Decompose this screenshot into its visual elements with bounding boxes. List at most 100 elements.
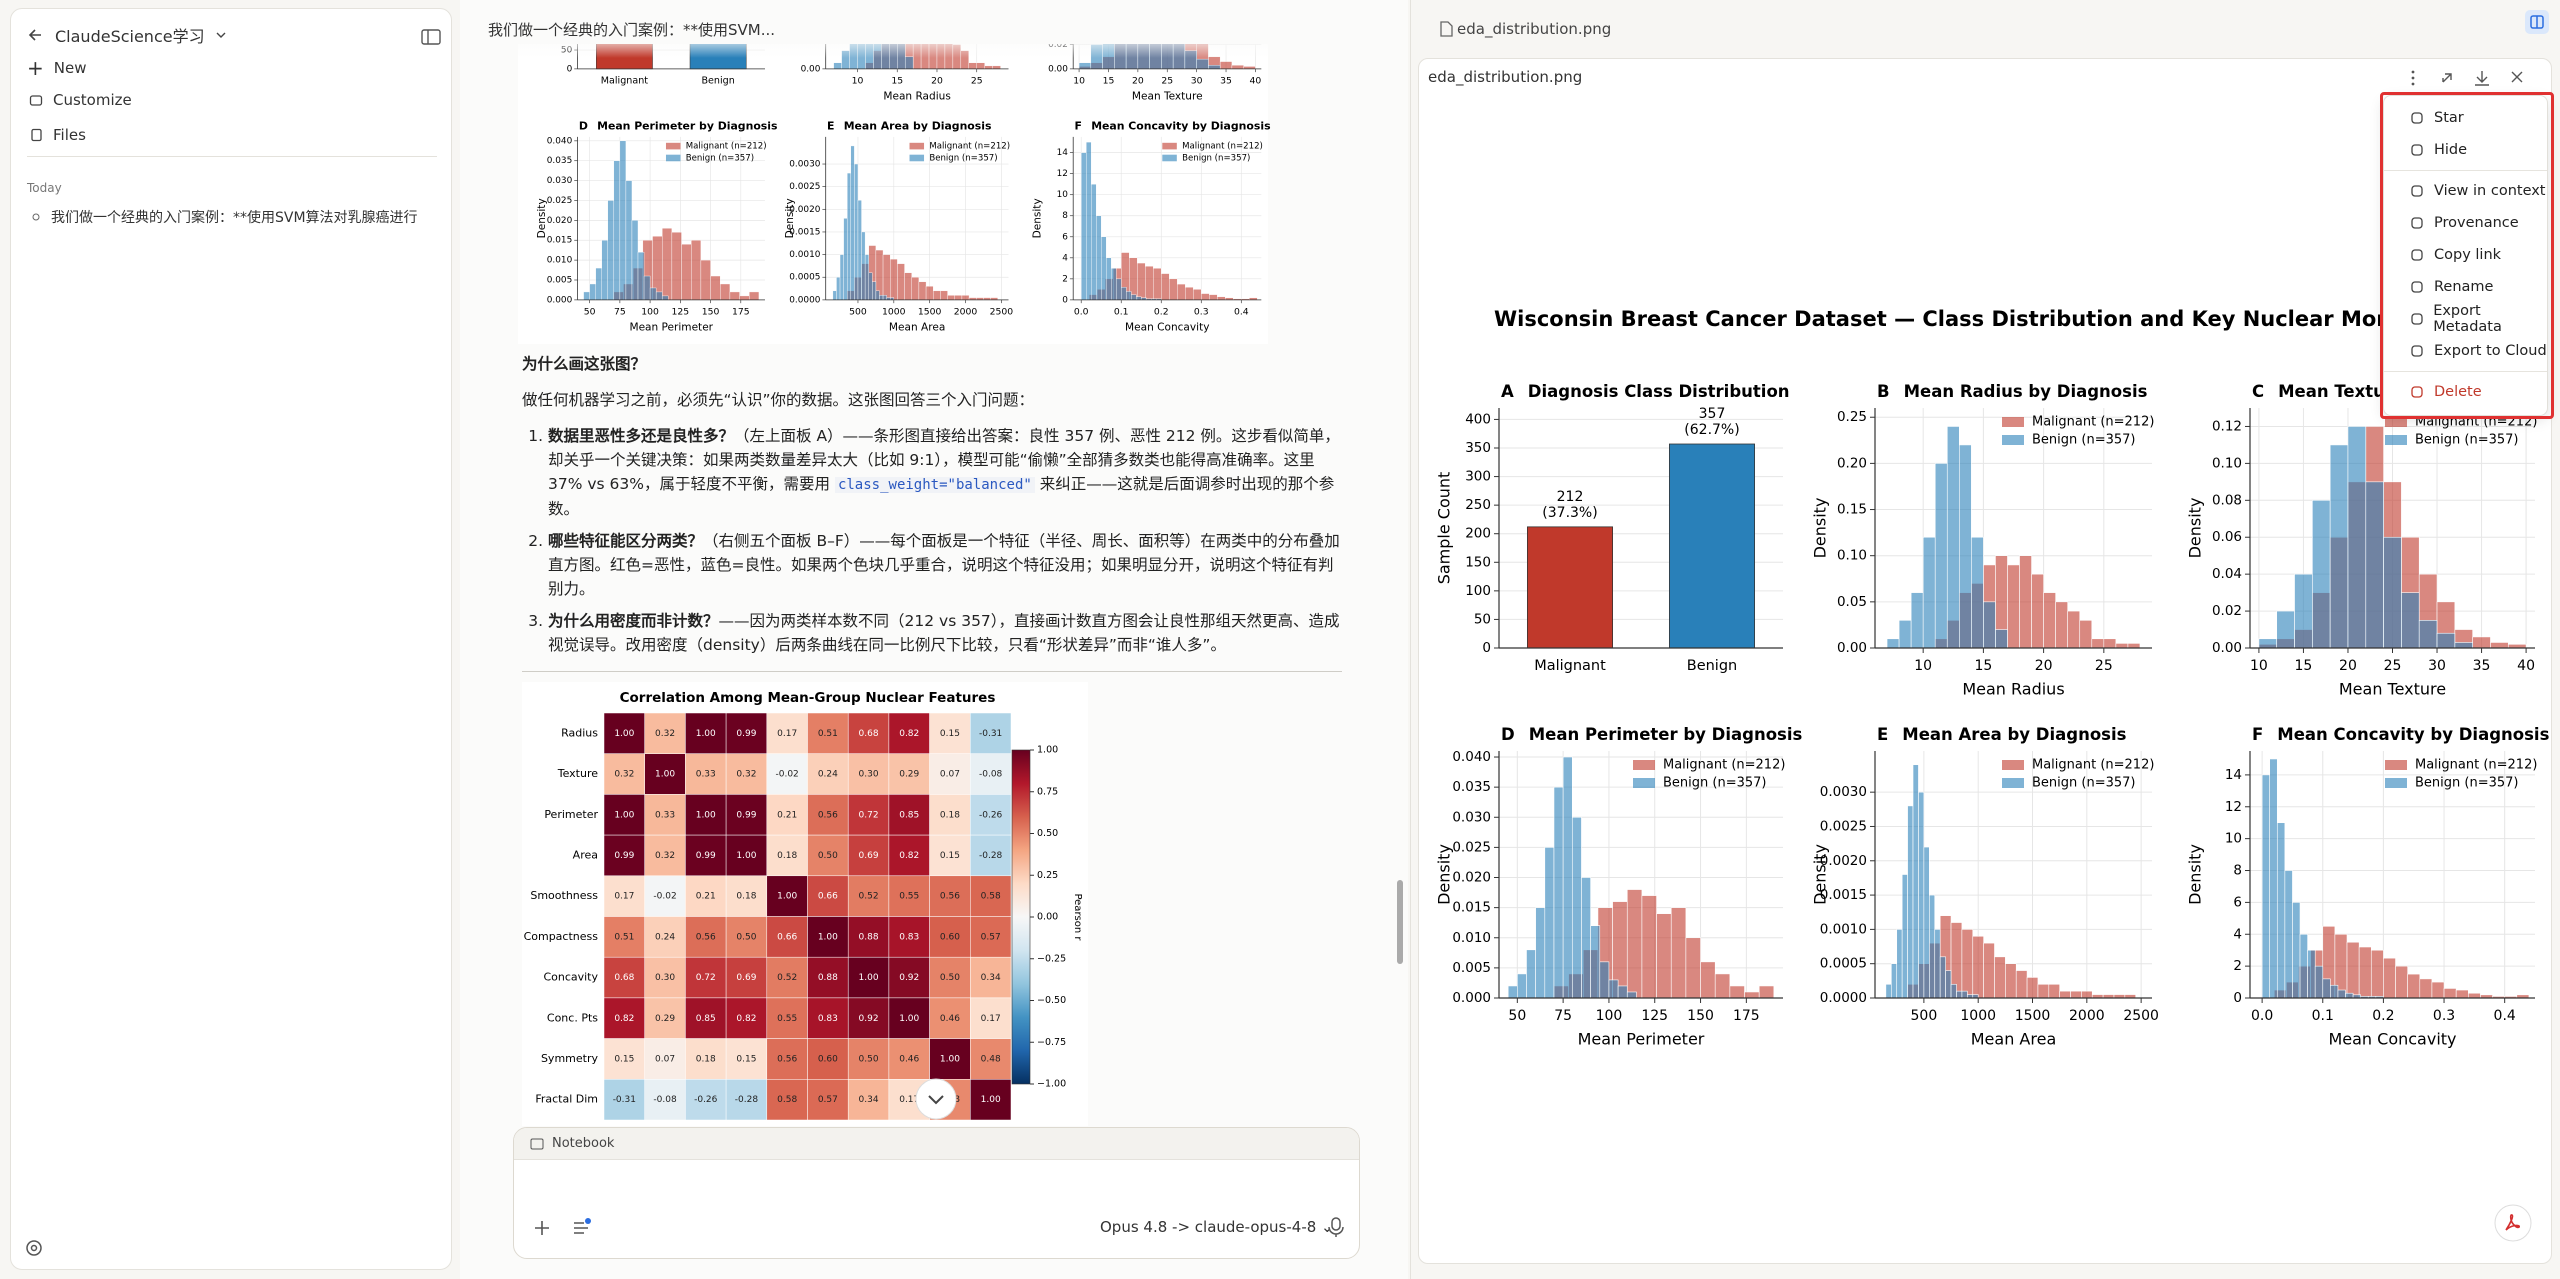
tab-title[interactable]: eda_distribution.png xyxy=(1457,20,1612,38)
x-tick-label: 15 xyxy=(891,75,903,86)
y-tick-label: 0.0020 xyxy=(1820,853,1867,869)
histogram-bar xyxy=(589,283,596,301)
x-tick-label: 500 xyxy=(849,306,867,317)
menu-item[interactable]: Export Metadata xyxy=(2384,303,2547,335)
cell-label: 1.00 xyxy=(736,851,756,861)
colorbar-tick-label: −0.50 xyxy=(1037,995,1066,1006)
tools-button[interactable] xyxy=(570,1216,592,1238)
heatmap-cell xyxy=(970,997,1012,1039)
histogram-bar xyxy=(661,295,669,301)
x-tick-label: 0.0 xyxy=(2251,1008,2273,1024)
x-tick-label: 0.4 xyxy=(2494,1008,2516,1024)
heatmap-cell xyxy=(970,1079,1012,1121)
menu-item[interactable]: Hide xyxy=(2384,134,2547,166)
histogram-bar xyxy=(2258,638,2278,649)
histogram-bar xyxy=(1983,942,1995,999)
menu-item[interactable]: View in context xyxy=(2384,175,2547,207)
x-tick-label: 20 xyxy=(2035,658,2053,674)
panel-title-text: Mean Perimeter by Diagnosis xyxy=(597,119,777,132)
x-axis-label: Mean Area xyxy=(889,322,945,334)
scrollbar[interactable] xyxy=(1397,880,1403,964)
panel-toggle[interactable] xyxy=(2525,10,2549,34)
x-tick-label: 500 xyxy=(1911,1008,1938,1024)
histogram-bar xyxy=(1153,268,1162,301)
y-tick-label: 0.010 xyxy=(1452,930,1491,946)
cell-label: 0.46 xyxy=(899,1054,919,1064)
histogram-bar xyxy=(2443,988,2457,999)
legend-swatch xyxy=(1633,760,1655,770)
model-selector[interactable]: Opus 4.8 -> claude-opus-4-8 ⌄ xyxy=(1100,1218,1334,1236)
chat-item[interactable]: 我们做一个经典的入门案例：**使用SVM算法对乳腺癌进行 xyxy=(31,207,431,227)
workspace-title[interactable]: ClaudeScience学习 xyxy=(55,27,205,46)
heatmap-cell xyxy=(929,875,971,917)
legend-label: Benign (n=357) xyxy=(2415,776,2518,791)
cell-label: 0.29 xyxy=(655,1014,675,1024)
x-axis-label: Mean Radius xyxy=(883,91,950,103)
cell-label: 0.69 xyxy=(736,973,756,983)
card-toolbar[interactable] xyxy=(2405,67,2545,89)
cell-label: 0.07 xyxy=(655,1054,675,1064)
cell-label: 1.00 xyxy=(614,729,634,739)
toggle-sidebar-icon[interactable] xyxy=(421,29,441,45)
heatmap-cell xyxy=(685,875,727,917)
files-button[interactable]: Files xyxy=(29,126,86,144)
cell-label: 0.99 xyxy=(614,851,634,861)
section-heading: 为什么画这张图？ xyxy=(522,355,647,373)
cell-label: 0.17 xyxy=(899,1095,919,1105)
sidebar: ClaudeScience学习 + New Customize Files Tod… xyxy=(10,8,452,1270)
y-tick-label: 200 xyxy=(1465,526,1491,542)
heatmap-cell xyxy=(644,834,686,877)
legend-label: Benign (n=357) xyxy=(929,153,997,163)
menu-item[interactable]: Rename xyxy=(2384,271,2547,303)
menu-item[interactable]: Export to Cloud xyxy=(2384,335,2547,367)
histogram-bar xyxy=(857,200,862,301)
heatmap-cell xyxy=(970,956,1012,999)
mic-button[interactable] xyxy=(1326,1216,1346,1238)
new-button[interactable]: + New xyxy=(27,56,86,80)
cell-label: 0.66 xyxy=(777,932,797,942)
x-tick-label: 2000 xyxy=(2069,1008,2105,1024)
new-label: New xyxy=(53,59,87,77)
legend-swatch xyxy=(2002,760,2024,770)
panel-title: F Mean Concavity by Diagnosis xyxy=(2252,725,2550,744)
y-tick-label: 14 xyxy=(2225,767,2242,783)
add-button[interactable] xyxy=(532,1218,552,1238)
y-tick-label: 0.030 xyxy=(547,176,573,186)
settings-icon[interactable] xyxy=(23,1237,45,1259)
histogram-bar xyxy=(1714,973,1731,999)
menu-label: Delete xyxy=(2434,384,2482,400)
histogram-bar xyxy=(1626,889,1643,999)
pdf-button[interactable] xyxy=(2494,1204,2532,1242)
panel-title: B Mean Radius by Diagnosis xyxy=(1877,382,2148,401)
menu-item[interactable]: Copy link xyxy=(2384,239,2547,271)
histogram-bar xyxy=(1994,956,2006,999)
histogram-bar xyxy=(1939,956,1946,999)
x-tick-label: 25 xyxy=(2384,658,2402,674)
value-label: (62.7%) xyxy=(1684,422,1739,438)
menu-item[interactable]: Star xyxy=(2384,102,2547,134)
heatmap-cell xyxy=(970,875,1012,917)
heatmap-cell xyxy=(847,753,890,795)
back-icon[interactable] xyxy=(27,26,45,44)
histogram-bar xyxy=(1946,426,1960,649)
histogram-bar xyxy=(2079,620,2093,649)
x-tick-label: 50 xyxy=(584,306,596,317)
cell-label: 0.34 xyxy=(981,973,1001,983)
cell-label: 0.58 xyxy=(981,892,1001,902)
histogram-bar xyxy=(843,218,848,301)
heatmap-cell xyxy=(888,1038,930,1080)
y-tick-label: 0 xyxy=(1062,295,1068,305)
customize-button[interactable]: Customize xyxy=(29,91,132,109)
legend-swatch xyxy=(909,142,925,150)
histogram-bar xyxy=(1729,985,1745,999)
histogram-bar xyxy=(661,228,673,301)
composer-tab[interactable]: Notebook xyxy=(514,1128,1359,1160)
histogram-bar xyxy=(2383,957,2396,999)
histogram-bar xyxy=(992,65,1001,70)
menu-item[interactable]: Provenance xyxy=(2384,207,2547,239)
scroll-down-button[interactable] xyxy=(914,1077,958,1121)
panel-letter: D xyxy=(579,119,588,132)
histogram-bar xyxy=(1562,756,1573,999)
menu-item[interactable]: Delete xyxy=(2384,376,2547,408)
x-tick-label: 1000 xyxy=(882,306,906,317)
